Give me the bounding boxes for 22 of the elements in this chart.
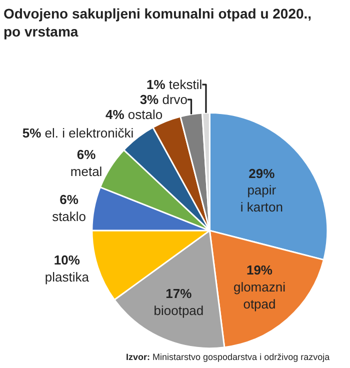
data-label: 1% [146, 77, 166, 92]
data-label: 19% [246, 262, 273, 278]
slice-label: papir i karton [240, 182, 283, 215]
text: Izvor: Ministarstvo gospodarstva i održivog razvoja [126, 352, 330, 362]
data-label: 10% [54, 252, 80, 268]
data-label: 29% [248, 166, 276, 181]
slice-label: el. i elektronički [44, 125, 134, 140]
data-label: 3% [140, 92, 160, 108]
data-label: 6% [76, 146, 96, 162]
data-label: 5% [22, 125, 42, 140]
data-label: 17% [166, 286, 192, 302]
slice-label: tekstil [168, 77, 202, 92]
slice-label: metal [70, 164, 102, 179]
slice-label: ostalo [128, 107, 163, 122]
slice-label: biootpad [154, 303, 204, 318]
data-label: 6% [60, 192, 79, 207]
slice-label: staklo [52, 208, 86, 224]
chart-title: Odvojeno sakupljeni komunalni otpad u 2020., po vrstama [4, 5, 312, 40]
slice-label: drvo [162, 92, 188, 108]
slice-label: plastika [44, 269, 90, 284]
data-label: 4% [105, 107, 125, 122]
slice-label: glomazni otpad [233, 280, 286, 312]
